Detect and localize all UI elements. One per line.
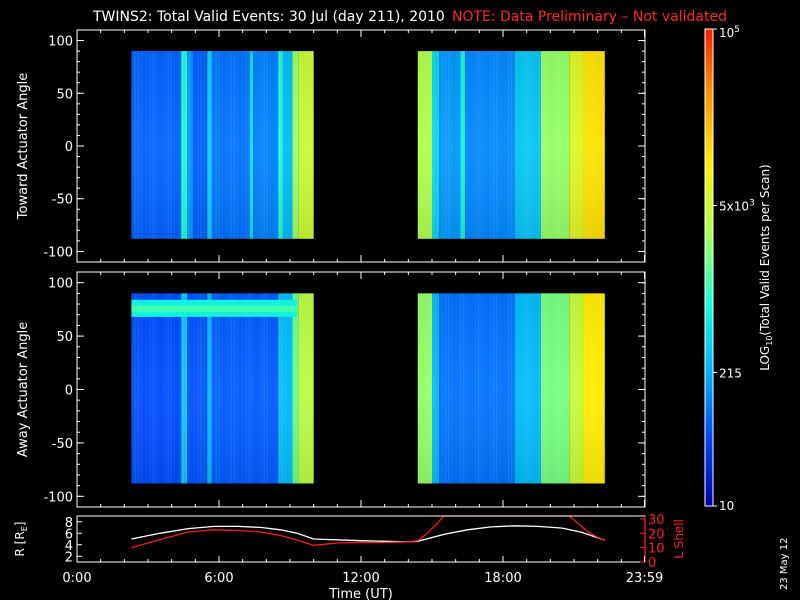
heatmap-shading: [131, 51, 314, 239]
right-y-tick-label: 20: [648, 527, 665, 542]
y-axis-label: Away Actuator Angle: [16, 322, 31, 457]
y-tick-label: 4: [65, 539, 73, 554]
right-y-tick-label: 30: [648, 513, 665, 528]
x-tick-label: 23:59: [626, 571, 663, 586]
y-tick-label: 50: [56, 330, 73, 345]
colorbar-tick-label: 10: [719, 499, 734, 513]
colorbar-tick-label: 215: [719, 366, 742, 380]
y-tick-label: -100: [43, 245, 73, 260]
y-tick-label: -50: [52, 437, 73, 452]
y-tick-label: 2: [65, 550, 73, 565]
toward-angle-panel: 100 50 0 -50 -100 Toward Actuator Angle: [16, 29, 646, 263]
y-tick-label: 8: [65, 516, 73, 531]
right-axis-label: L Shell: [672, 519, 686, 559]
l-shell-line: [131, 515, 606, 549]
colorbar-tick-label: 5x103: [719, 198, 755, 213]
chart-title: TWINS2: Total Valid Events: 30 Jul (day …: [92, 9, 445, 25]
y-tick-label: 50: [56, 87, 73, 102]
left-axis-label: R [RE]: [13, 522, 29, 557]
y-axis-label: Toward Actuator Angle: [16, 73, 31, 220]
colorbar: 105 5x103 215 10 LOG10(Total Valid Events pe…: [704, 25, 774, 513]
right-y-tick-label: 0: [648, 556, 656, 571]
x-tick-label: 6:00: [204, 571, 233, 586]
heatmap-shading: [131, 293, 314, 484]
preliminary-note: NOTE: Data Preliminary – Not validated: [452, 9, 727, 25]
y-tick-label: 0: [65, 384, 73, 399]
heatmap-bright-band-core: [131, 305, 298, 312]
colorbar-tick-label: 105: [719, 25, 740, 40]
y-tick-label: 100: [48, 277, 73, 292]
x-tick-label: 12:00: [342, 571, 379, 586]
radius-line: [131, 525, 606, 543]
colorbar-gradient: [705, 29, 713, 506]
y-tick-label: 0: [65, 140, 73, 155]
y-tick-label: -50: [52, 193, 73, 208]
colorbar-label: LOG10(Total Valid Events per Scan): [758, 164, 774, 371]
y-tick-label: -100: [43, 490, 73, 505]
y-tick-label: 6: [65, 527, 73, 542]
away-angle-panel: 100 50 0 -50 -100 Away Actuator Angle: [16, 271, 646, 508]
heatmap-shading: [417, 51, 605, 239]
x-axis-label: Time (UT): [328, 587, 393, 600]
date-stamp: 23 May 12: [779, 538, 790, 590]
right-y-tick-label: 10: [648, 542, 665, 557]
colorbar-frame: [704, 28, 714, 507]
y-tick-label: 100: [48, 35, 73, 50]
x-tick-label: 18:00: [484, 571, 521, 586]
x-tick-label: 0:00: [62, 571, 91, 586]
heatmap-shading: [417, 293, 605, 484]
